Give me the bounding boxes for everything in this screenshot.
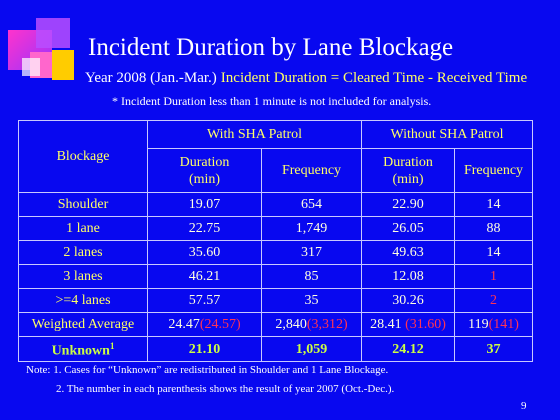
cell: 2,840(3,312) (261, 312, 362, 337)
cell: 26.05 (361, 216, 455, 241)
cell: 654 (261, 192, 362, 217)
sub-header-line: Frequency (463, 163, 524, 178)
cell: 1,749 (261, 216, 362, 241)
subtitle: Year 2008 (Jan.-Mar.) Incident Duration =… (85, 70, 527, 87)
row-label: Weighted Average (18, 312, 148, 337)
cell: 12.08 (361, 264, 455, 289)
definition: Incident Duration = Cleared Time - Recei… (220, 70, 528, 86)
sub-header-line: (min) (188, 171, 221, 187)
cell: 14 (454, 192, 533, 217)
cell: 57.57 (147, 288, 262, 313)
cell: 22.75 (147, 216, 262, 241)
cell: 49.63 (361, 240, 455, 265)
note: Note: 1. Cases for “Unknown” are redistr… (26, 364, 389, 376)
cell: 1 (454, 264, 533, 289)
note: 2. The number in each parenthesis shows … (56, 383, 395, 395)
row-label: 2 lanes (18, 240, 148, 265)
value: 24.47 (168, 317, 200, 332)
table-body: Shoulder 19.07 654 22.90 14 1 lane 22.75 1,749 2… (18, 192, 533, 313)
value: 2,840 (275, 317, 307, 332)
label: Unknown (51, 343, 110, 359)
prior-value: (31.60) (405, 317, 446, 332)
table-row: >=4 lanes 57.57 35 30.26 2 (18, 288, 533, 313)
cell: 35 (261, 288, 362, 313)
sub-header: Frequency (454, 148, 533, 193)
sub-header: Frequency (261, 148, 362, 193)
period: Year 2008 (Jan.-Mar.) (85, 70, 217, 86)
cell: 28.41 (31.60) (361, 312, 455, 337)
cell: 14 (454, 240, 533, 265)
data-table: Blockage With SHA Patrol Without SHA Pat… (18, 120, 533, 362)
cell: 24.12 (361, 336, 455, 362)
row-label: Unknown1 (18, 336, 148, 362)
sub-header-line: Duration (179, 154, 230, 170)
row-label: 3 lanes (18, 264, 148, 289)
cell: 21.10 (147, 336, 262, 362)
weighted-row: Weighted Average 24.47(24.57) 2,840(3,31… (18, 312, 533, 337)
table-row: 3 lanes 46.21 85 12.08 1 (18, 264, 533, 289)
cell: 37 (454, 336, 533, 362)
table-row: 1 lane 22.75 1,749 26.05 88 (18, 216, 533, 241)
sub-header: Duration (min) (361, 148, 455, 193)
row-header: Blockage (18, 120, 148, 193)
cell: 24.47(24.57) (147, 312, 262, 337)
group-header: With SHA Patrol (147, 120, 362, 149)
cell: 22.90 (361, 192, 455, 217)
sub-header-line: (min) (392, 171, 424, 187)
group-header: Without SHA Patrol (361, 120, 533, 149)
row-label: Shoulder (18, 192, 148, 217)
value: 28.41 (370, 317, 402, 332)
decor-square (52, 50, 74, 80)
row-label: 1 lane (18, 216, 148, 241)
cell: 30.26 (361, 288, 455, 313)
decor-square (22, 58, 40, 76)
unknown-row: Unknown1 21.10 1,059 24.12 37 (18, 336, 533, 362)
table-row: 2 lanes 35.60 317 49.63 14 (18, 240, 533, 265)
sub-header: Duration (min) (147, 148, 262, 193)
cell: 2 (454, 288, 533, 313)
cell: 1,059 (261, 336, 362, 362)
prior-value: (24.57) (199, 317, 241, 332)
page-number: 9 (521, 400, 527, 412)
cell: 119(141) (454, 312, 533, 337)
title: Incident Duration by Lane Blockage (88, 34, 454, 61)
cell: 19.07 (147, 192, 262, 217)
row-label: >=4 lanes (18, 288, 148, 313)
sub-header-line: Duration (383, 154, 433, 170)
sub-header-line: Frequency (281, 163, 342, 178)
prior-value: (3,312) (306, 317, 348, 332)
decor-square (36, 18, 70, 48)
value: 119 (468, 317, 489, 332)
scope-note: * Incident Duration less than 1 minute i… (112, 94, 432, 108)
footnote-mark: 1 (109, 341, 115, 352)
cell: 317 (261, 240, 362, 265)
cell: 35.60 (147, 240, 262, 265)
cell: 46.21 (147, 264, 262, 289)
table-row: Shoulder 19.07 654 22.90 14 (18, 192, 533, 217)
cell: 85 (261, 264, 362, 289)
cell: 88 (454, 216, 533, 241)
prior-value: (141) (488, 317, 519, 332)
